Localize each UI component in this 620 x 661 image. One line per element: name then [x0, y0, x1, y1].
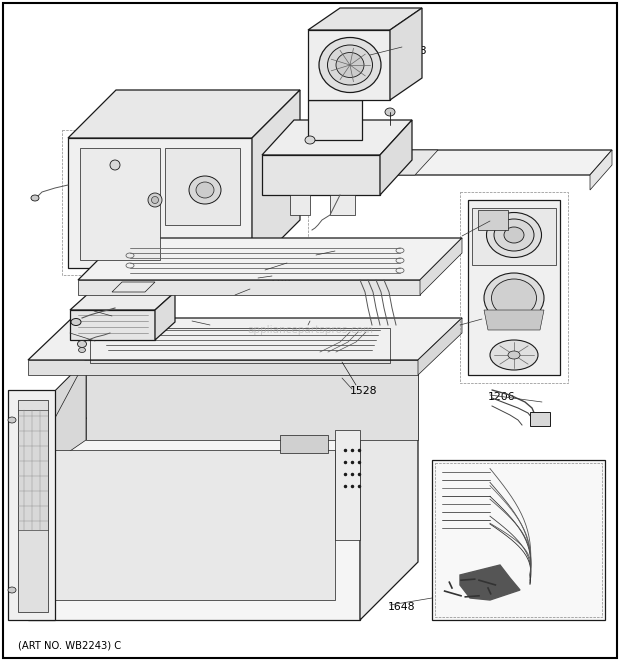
- Text: 1430: 1430: [248, 286, 276, 296]
- Text: 1528: 1528: [350, 386, 378, 396]
- Ellipse shape: [79, 348, 86, 352]
- Bar: [90, 328, 390, 363]
- Polygon shape: [70, 292, 175, 310]
- Ellipse shape: [8, 587, 16, 593]
- Polygon shape: [308, 30, 390, 100]
- Polygon shape: [165, 148, 240, 225]
- Polygon shape: [484, 310, 544, 330]
- Polygon shape: [468, 200, 560, 375]
- Polygon shape: [432, 460, 605, 620]
- Bar: [280, 435, 328, 453]
- Text: 1258: 1258: [400, 46, 428, 56]
- Bar: [55, 450, 335, 600]
- Bar: [18, 410, 48, 530]
- Text: 286: 286: [270, 274, 291, 284]
- Text: (ART NO. WB2243) C: (ART NO. WB2243) C: [18, 640, 121, 650]
- Ellipse shape: [90, 525, 310, 595]
- Polygon shape: [78, 280, 420, 295]
- Ellipse shape: [327, 45, 373, 85]
- Polygon shape: [335, 430, 360, 540]
- Text: 7001: 7001: [285, 262, 312, 272]
- Ellipse shape: [196, 182, 214, 198]
- Text: 283: 283: [68, 330, 89, 340]
- Polygon shape: [460, 565, 520, 600]
- Ellipse shape: [319, 38, 381, 93]
- Polygon shape: [8, 390, 55, 620]
- Ellipse shape: [151, 196, 159, 204]
- Polygon shape: [308, 8, 422, 30]
- Polygon shape: [262, 120, 412, 155]
- Ellipse shape: [494, 219, 534, 251]
- Polygon shape: [28, 360, 418, 418]
- Polygon shape: [155, 292, 175, 340]
- Polygon shape: [28, 360, 86, 480]
- Ellipse shape: [508, 351, 520, 359]
- Polygon shape: [262, 155, 380, 195]
- Polygon shape: [418, 318, 462, 375]
- Polygon shape: [112, 282, 155, 292]
- Ellipse shape: [110, 160, 120, 170]
- Polygon shape: [252, 90, 300, 268]
- Polygon shape: [390, 8, 422, 100]
- Ellipse shape: [484, 273, 544, 323]
- Polygon shape: [68, 138, 252, 268]
- Ellipse shape: [487, 212, 541, 258]
- Ellipse shape: [71, 319, 81, 325]
- Polygon shape: [360, 360, 418, 620]
- Text: 281: 281: [92, 308, 113, 318]
- Polygon shape: [78, 238, 462, 280]
- Text: 3020: 3020: [308, 318, 336, 328]
- Polygon shape: [308, 100, 362, 140]
- Ellipse shape: [336, 52, 364, 77]
- Polygon shape: [420, 238, 462, 295]
- Ellipse shape: [189, 176, 221, 204]
- Text: 1255: 1255: [480, 316, 508, 326]
- Polygon shape: [380, 120, 412, 195]
- Text: 1410: 1410: [333, 248, 361, 258]
- Text: 1648: 1648: [388, 602, 415, 612]
- Ellipse shape: [185, 555, 215, 565]
- Bar: [478, 210, 508, 230]
- Polygon shape: [70, 310, 155, 340]
- Polygon shape: [290, 195, 310, 215]
- Text: 1206: 1206: [488, 392, 516, 402]
- Polygon shape: [18, 400, 48, 612]
- Ellipse shape: [31, 195, 39, 201]
- Ellipse shape: [78, 340, 87, 348]
- Polygon shape: [68, 90, 300, 138]
- Polygon shape: [28, 418, 360, 620]
- Text: 1527: 1527: [190, 318, 218, 328]
- Ellipse shape: [492, 279, 536, 317]
- Text: appliancepartspros.com: appliancepartspros.com: [247, 325, 373, 335]
- Ellipse shape: [305, 136, 315, 144]
- Polygon shape: [28, 318, 462, 360]
- Polygon shape: [390, 150, 438, 175]
- Ellipse shape: [148, 193, 162, 207]
- Bar: [530, 412, 550, 426]
- Ellipse shape: [385, 108, 395, 116]
- Polygon shape: [390, 150, 612, 175]
- Polygon shape: [86, 360, 418, 440]
- Text: 1259: 1259: [488, 218, 515, 228]
- Ellipse shape: [490, 340, 538, 370]
- Polygon shape: [330, 195, 355, 215]
- Ellipse shape: [504, 227, 524, 243]
- Ellipse shape: [8, 417, 16, 423]
- Polygon shape: [80, 148, 160, 260]
- Polygon shape: [590, 150, 612, 190]
- Polygon shape: [28, 360, 418, 375]
- Polygon shape: [472, 208, 556, 265]
